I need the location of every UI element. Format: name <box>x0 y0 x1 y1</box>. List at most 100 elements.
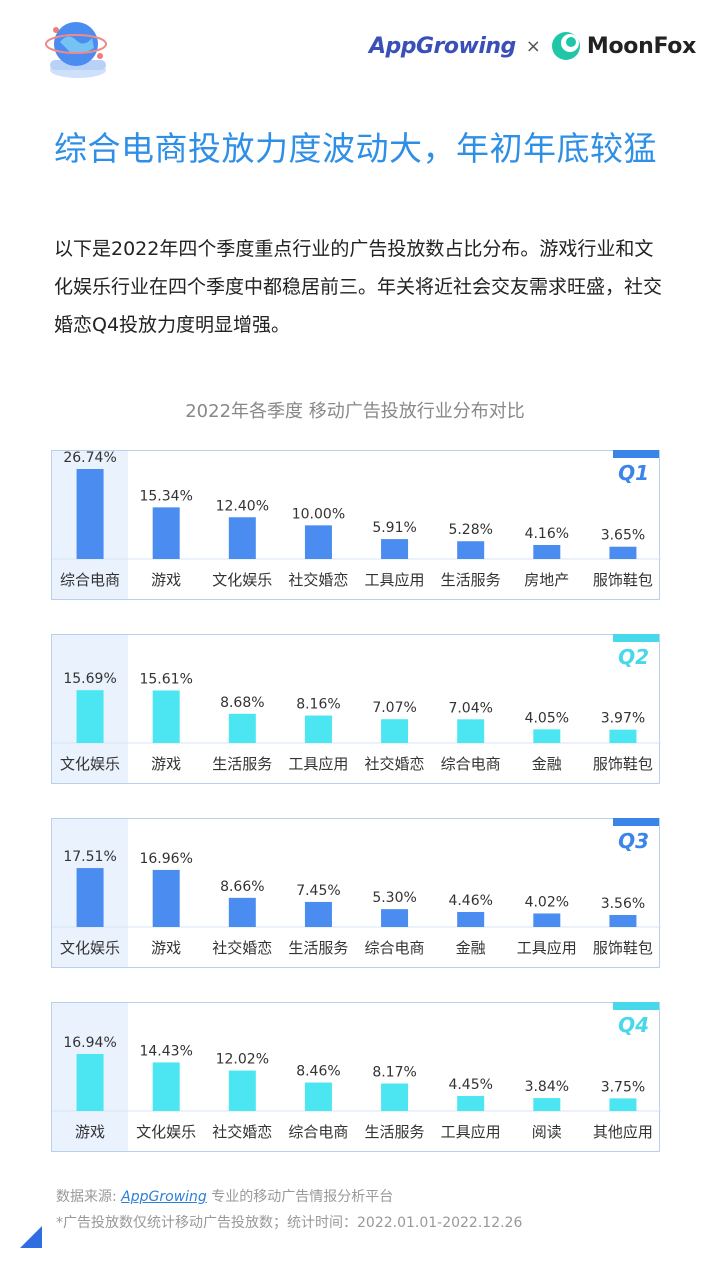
data-label: 4.46% <box>448 893 492 909</box>
data-label: 4.02% <box>525 894 569 910</box>
data-label: 3.56% <box>601 896 645 912</box>
bar-q2-5 <box>457 719 485 743</box>
source-prefix: 数据来源: <box>56 1189 122 1205</box>
category-label: 服饰鞋包 <box>593 755 653 773</box>
data-label: 16.96% <box>139 851 192 867</box>
chart-title: 2022年各季度 移动广告投放行业分布对比 <box>185 401 525 422</box>
data-label: 4.45% <box>448 1077 492 1093</box>
q2-label: Q2 <box>618 645 649 669</box>
category-label: 社交婚恋 <box>288 571 348 589</box>
data-label: 5.28% <box>448 522 492 538</box>
bar-q1-7 <box>609 546 637 559</box>
bar-q2-0 <box>76 690 104 743</box>
category-label: 游戏 <box>75 1123 105 1141</box>
category-label: 文化娱乐 <box>60 755 120 773</box>
category-label: 社交婚恋 <box>212 939 272 957</box>
q4-accent-bar <box>613 1002 659 1010</box>
moonfox-logo: MoonFox <box>551 31 696 61</box>
data-label: 8.46% <box>296 1064 340 1080</box>
data-note: *广告投放数仅统计移动广告投放数；统计时间：2022.01.01-2022.12… <box>56 1215 523 1231</box>
data-label: 14.43% <box>139 1043 192 1059</box>
category-label: 服饰鞋包 <box>593 571 653 589</box>
bar-q4-1 <box>152 1062 180 1111</box>
data-label: 12.40% <box>216 498 269 514</box>
moonfox-wordmark: MoonFox <box>586 33 696 59</box>
data-label: 4.16% <box>525 526 569 542</box>
q3-bar-chart: 17.51% 文化娱乐 16.96% 游戏 8.66% 社交婚恋 7.45% 生活服务 5.30… <box>52 819 661 967</box>
bar-q1-5 <box>457 541 485 559</box>
data-label: 12.02% <box>216 1052 269 1068</box>
data-label: 15.61% <box>139 671 192 687</box>
brand-logos: AppGrowing × MoonFox <box>369 26 696 66</box>
data-label: 3.97% <box>601 711 645 727</box>
category-label: 生活服务 <box>212 755 272 773</box>
brand-separator: × <box>525 35 541 57</box>
data-label: 8.66% <box>220 879 264 895</box>
category-label: 文化娱乐 <box>136 1123 196 1141</box>
bar-q2-2 <box>228 713 256 743</box>
category-label: 工具应用 <box>441 1123 501 1141</box>
globe-logo-icon <box>42 14 114 82</box>
category-label: 社交婚恋 <box>365 755 425 773</box>
data-label: 10.00% <box>292 506 345 522</box>
category-label: 生活服务 <box>288 939 348 957</box>
data-label: 8.16% <box>296 697 340 713</box>
category-label: 综合电商 <box>365 939 425 957</box>
data-label: 8.17% <box>372 1065 416 1081</box>
chart-panel-q1: Q1 26.74% 综合电商 15.34% 游戏 12.40% 文化娱乐 10.00% 社交婚… <box>51 450 661 600</box>
q4-label: Q4 <box>618 1013 649 1037</box>
bar-q2-1 <box>152 690 180 743</box>
category-label: 文化娱乐 <box>212 571 272 589</box>
bar-q1-1 <box>152 507 180 559</box>
category-label: 工具应用 <box>365 571 425 589</box>
bar-q4-7 <box>609 1098 637 1111</box>
bar-q3-2 <box>228 897 256 927</box>
data-label: 26.74% <box>63 451 116 466</box>
q4-bar-chart: 16.94% 游戏 14.43% 文化娱乐 12.02% 社交婚恋 8.46% 综合电商 8.1… <box>52 1003 661 1151</box>
q2-bar-chart: 15.69% 文化娱乐 15.61% 游戏 8.68% 生活服务 8.16% 工具应用 7.07… <box>52 635 661 783</box>
data-label: 3.84% <box>525 1079 569 1095</box>
appgrowing-logo: AppGrowing <box>368 33 516 59</box>
data-label: 7.45% <box>296 883 340 899</box>
category-label: 综合电商 <box>60 571 120 589</box>
q3-label: Q3 <box>618 829 649 853</box>
data-label: 5.30% <box>372 890 416 906</box>
bar-q2-6 <box>533 729 561 743</box>
category-label: 阅读 <box>532 1123 562 1141</box>
appgrowing-link[interactable]: AppGrowing <box>121 1189 207 1205</box>
bar-q4-3 <box>304 1082 332 1111</box>
bar-q4-5 <box>457 1096 485 1111</box>
q1-accent-bar <box>613 450 659 458</box>
bar-q4-0 <box>76 1053 104 1111</box>
category-label: 金融 <box>532 755 562 773</box>
bar-q3-0 <box>76 868 104 927</box>
category-label: 综合电商 <box>441 755 501 773</box>
q1-label: Q1 <box>618 461 649 485</box>
data-label: 15.34% <box>139 488 192 504</box>
category-label: 综合电商 <box>288 1123 348 1141</box>
bar-q2-3 <box>304 715 332 743</box>
category-label: 文化娱乐 <box>60 939 120 957</box>
bar-q3-4 <box>381 909 409 927</box>
data-label: 7.04% <box>448 700 492 716</box>
category-label: 金融 <box>456 939 486 957</box>
data-label: 3.75% <box>601 1079 645 1095</box>
bar-q3-3 <box>304 901 332 927</box>
q3-accent-bar <box>613 818 659 826</box>
q2-accent-bar <box>613 634 659 642</box>
data-label: 16.94% <box>63 1035 116 1051</box>
data-source: 数据来源: AppGrowing 专业的移动广告情报分析平台 <box>56 1186 393 1206</box>
data-label: 4.05% <box>525 710 569 726</box>
bar-q4-4 <box>381 1083 409 1111</box>
category-label: 房地产 <box>524 571 569 589</box>
bar-q3-6 <box>533 913 561 927</box>
chart-panel-q4: Q4 16.94% 游戏 14.43% 文化娱乐 12.02% 社交婚恋 8.46% 综合电商… <box>51 1002 661 1152</box>
bar-q4-6 <box>533 1098 561 1111</box>
category-label: 工具应用 <box>517 939 577 957</box>
category-label: 生活服务 <box>441 571 501 589</box>
q1-bar-chart: 26.74% 综合电商 15.34% 游戏 12.40% 文化娱乐 10.00% 社交婚恋 5.… <box>52 451 661 599</box>
category-label: 社交婚恋 <box>212 1123 272 1141</box>
corner-triangle-decoration <box>20 1226 42 1248</box>
moonfox-icon <box>551 32 580 60</box>
category-label: 生活服务 <box>365 1123 425 1141</box>
